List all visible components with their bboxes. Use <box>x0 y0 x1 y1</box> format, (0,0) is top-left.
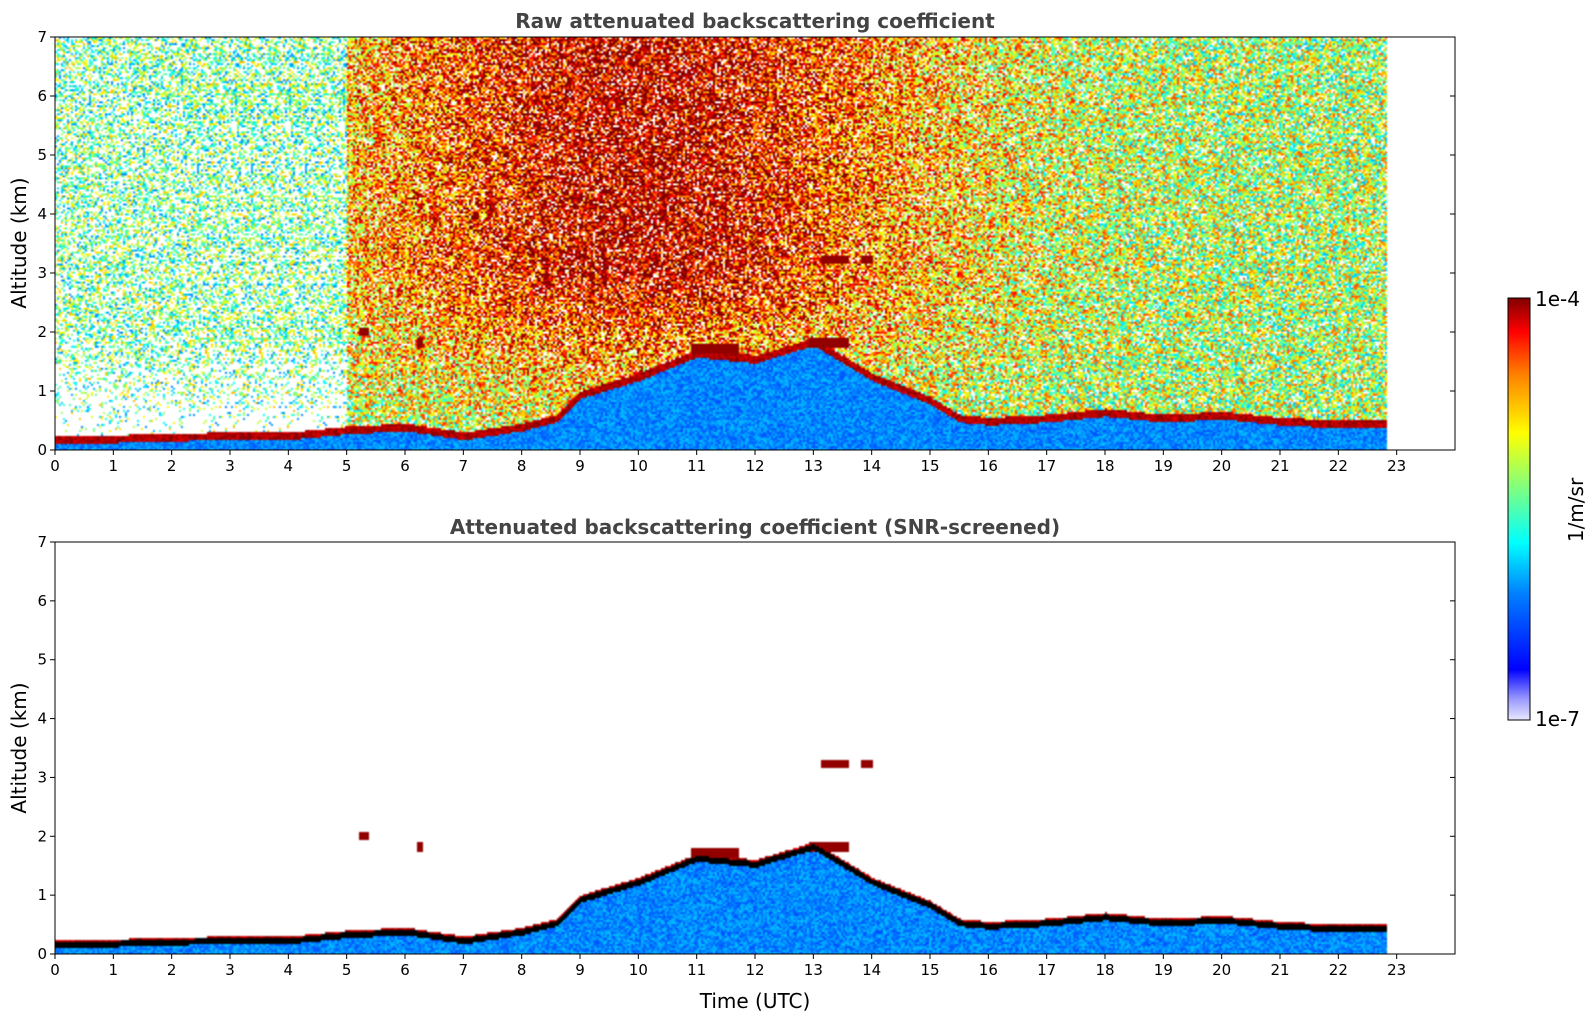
raw-xtick-label: 7 <box>459 457 469 475</box>
screened-xtick-label: 17 <box>1037 961 1056 979</box>
raw-axis-ticks: 0 1 2 3 4 5 6 7 8 9 10 11 12 13 14 15 16 17 18 19 20 21 22 2301… <box>37 28 1455 475</box>
screened-xtick-label: 8 <box>517 961 527 979</box>
screened-xtick-label: 13 <box>804 961 823 979</box>
screened-xtick-label: 23 <box>1387 961 1406 979</box>
raw-ytick-label: 1 <box>37 382 47 400</box>
raw-xtick-label: 2 <box>167 457 177 475</box>
raw-xtick-label: 12 <box>745 457 764 475</box>
raw-xtick-label: 8 <box>517 457 527 475</box>
screened-ytick-label: 2 <box>37 827 47 845</box>
screened-heatmap <box>55 542 1455 954</box>
screened-xtick-label: 7 <box>459 961 469 979</box>
colorbar-min-label: 1e-7 <box>1535 707 1580 731</box>
raw-xtick-label: 11 <box>687 457 706 475</box>
screened-xtick-label: 10 <box>629 961 648 979</box>
screened-title: Attenuated backscattering coefficient (S… <box>450 515 1060 539</box>
raw-xtick-label: 14 <box>862 457 881 475</box>
colorbar-max-label: 1e-4 <box>1535 287 1580 311</box>
raw-ytick-label: 5 <box>37 146 47 164</box>
raw-ytick-label: 7 <box>37 28 47 46</box>
colorbar-gradient <box>1507 297 1531 721</box>
raw-xtick-label: 3 <box>225 457 235 475</box>
raw-xtick-label: 1 <box>109 457 119 475</box>
screened-xtick-label: 18 <box>1095 961 1114 979</box>
screened-ytick-label: 0 <box>37 945 47 963</box>
screened-ytick-label: 7 <box>37 533 47 551</box>
raw-ytick-label: 0 <box>37 441 47 459</box>
raw-xtick-label: 5 <box>342 457 352 475</box>
raw-xtick-label: 20 <box>1212 457 1231 475</box>
raw-xtick-label: 23 <box>1387 457 1406 475</box>
raw-title: Raw attenuated backscattering coefficien… <box>515 9 995 33</box>
screened-xlabel: Time (UTC) <box>699 989 811 1013</box>
screened-xtick-label: 2 <box>167 961 177 979</box>
raw-xtick-label: 16 <box>979 457 998 475</box>
raw-xtick-label: 0 <box>50 457 60 475</box>
screened-xtick-label: 4 <box>284 961 294 979</box>
screened-xtick-label: 6 <box>400 961 410 979</box>
raw-xtick-label: 19 <box>1154 457 1173 475</box>
raw-xtick-label: 13 <box>804 457 823 475</box>
screened-axis-ticks: 0 1 2 3 4 5 6 7 8 9 10 11 12 13 14 15 16 17 18 19 20 21 22 2301… <box>37 533 1455 979</box>
screened-xtick-label: 19 <box>1154 961 1173 979</box>
screened-ytick-label: 1 <box>37 886 47 904</box>
screened-ytick-label: 4 <box>37 710 47 728</box>
screened-xtick-label: 1 <box>109 961 119 979</box>
colorbar: 1e-4 1e-7 1/m/sr <box>1507 287 1588 731</box>
raw-ytick-label: 6 <box>37 87 47 105</box>
raw-ytick-label: 4 <box>37 205 47 223</box>
raw-heatmap <box>55 37 1455 450</box>
raw-xtick-label: 18 <box>1095 457 1114 475</box>
screened-ylabel: Altitude (km) <box>7 682 31 813</box>
raw-ytick-label: 2 <box>37 323 47 341</box>
raw-xtick-label: 17 <box>1037 457 1056 475</box>
screened-xtick-label: 0 <box>50 961 60 979</box>
screened-xtick-label: 5 <box>342 961 352 979</box>
raw-xtick-label: 9 <box>575 457 585 475</box>
raw-ylabel: Altitude (km) <box>7 177 31 308</box>
screened-xtick-label: 22 <box>1329 961 1348 979</box>
raw-xtick-label: 10 <box>629 457 648 475</box>
screened-xtick-label: 20 <box>1212 961 1231 979</box>
screened-xtick-label: 16 <box>979 961 998 979</box>
screened-xtick-label: 11 <box>687 961 706 979</box>
screened-xtick-label: 3 <box>225 961 235 979</box>
raw-xtick-label: 21 <box>1270 457 1289 475</box>
colorbar-unit-label: 1/m/sr <box>1564 477 1588 542</box>
raw-xtick-label: 15 <box>920 457 939 475</box>
screened-ytick-label: 3 <box>37 768 47 786</box>
screened-xtick-label: 12 <box>745 961 764 979</box>
raw-xtick-label: 22 <box>1329 457 1348 475</box>
screened-xtick-label: 15 <box>920 961 939 979</box>
screened-ytick-label: 6 <box>37 592 47 610</box>
panel-raw: Raw attenuated backscattering coefficien… <box>7 9 1456 475</box>
screened-xtick-label: 14 <box>862 961 881 979</box>
raw-xtick-label: 4 <box>284 457 294 475</box>
panel-screened: Attenuated backscattering coefficient (S… <box>7 515 1456 1013</box>
screened-ytick-label: 5 <box>37 651 47 669</box>
raw-ytick-label: 3 <box>37 264 47 282</box>
raw-xtick-label: 6 <box>400 457 410 475</box>
screened-xtick-label: 9 <box>575 961 585 979</box>
screened-xtick-label: 21 <box>1270 961 1289 979</box>
